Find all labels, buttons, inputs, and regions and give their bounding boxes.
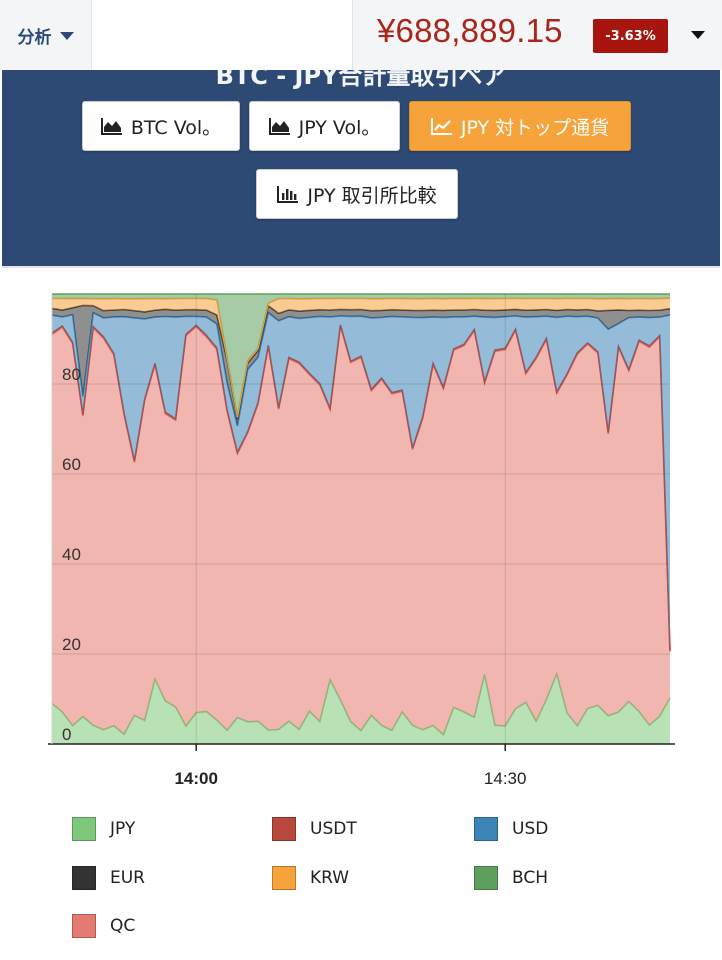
legend-label: JPY — [110, 819, 136, 839]
legend-label: BCH — [512, 868, 549, 888]
stacked-area-chart[interactable]: 0 20 40 60 80 14:00 14:30 — [0, 280, 722, 800]
divider — [2, 266, 720, 268]
jpy-exchange-comparison-label: JPY 取引所比較 — [307, 184, 437, 207]
legend-swatch — [72, 866, 96, 890]
y-tick-label: 20 — [62, 635, 81, 654]
chart-legend: JPY USDT USD EUR KRW BCH QC — [0, 800, 722, 960]
jpy-vol-button[interactable]: JPY Vol。 — [249, 101, 400, 151]
gridline-group — [52, 294, 670, 744]
jpy-exchange-comparison-button[interactable]: JPY 取引所比較 — [256, 169, 458, 219]
btc-vol-button[interactable]: BTC Vol。 — [82, 101, 240, 151]
legend-label: QC — [110, 916, 136, 936]
area-usd — [52, 312, 670, 651]
bar-chart-icon — [277, 186, 299, 203]
analysis-menu-button[interactable]: 分析 — [0, 0, 92, 70]
legend-label: KRW — [310, 868, 350, 888]
area-krw — [52, 298, 670, 420]
x-tick-label: 14:30 — [484, 769, 527, 788]
legend-item-krw[interactable]: KRW — [272, 866, 349, 890]
legend-label: EUR — [110, 868, 145, 888]
legend-item-bch[interactable]: BCH — [474, 866, 548, 890]
area-chart-icon — [100, 118, 122, 135]
legend-item-jpy[interactable]: JPY — [72, 817, 135, 841]
legend-swatch — [272, 817, 296, 841]
jpy-vs-top-currencies-label: JPY 対トップ通貨 — [460, 116, 610, 139]
y-tick-label: 40 — [62, 545, 81, 564]
jpy-vs-top-currencies-button[interactable]: JPY 対トップ通貨 — [409, 101, 631, 151]
top-bar: 分析 ¥688,889.15 -3.63% — [0, 0, 722, 70]
legend-swatch — [474, 866, 498, 890]
chart-header: BTC - JPY合計量取引ペア BTC Vol。 JPY Vol。 JPY 対… — [2, 70, 720, 266]
legend-swatch — [474, 817, 498, 841]
legend-item-eur[interactable]: EUR — [72, 866, 145, 890]
legend-item-usd[interactable]: USD — [474, 817, 548, 841]
analysis-menu-label: 分析 — [17, 27, 52, 48]
area-jpy — [52, 673, 670, 744]
chart-title: BTC - JPY合計量取引ペア — [215, 70, 507, 90]
y-tick-label: 60 — [62, 455, 81, 474]
area-qc — [52, 326, 670, 735]
caret-down-icon[interactable] — [691, 31, 705, 39]
legend-item-usdt[interactable]: USDT — [272, 817, 357, 841]
btc-vol-label: BTC Vol。 — [130, 116, 222, 139]
y-tick-label: 0 — [62, 725, 71, 744]
axes — [48, 294, 675, 751]
legend-label: USDT — [310, 819, 357, 839]
price-change-badge: -3.63% — [593, 19, 668, 53]
x-tick-label: 14:00 — [174, 769, 217, 788]
area-chart-icon — [268, 118, 290, 135]
legend-swatch — [272, 866, 296, 890]
btc-price: ¥688,889.15 — [377, 12, 563, 49]
line-usd — [51, 311, 671, 427]
legend-swatch — [72, 817, 96, 841]
legend-swatch — [72, 914, 96, 938]
price-ticker: ¥688,889.15 -3.63% — [352, 0, 722, 70]
y-tick-label: 80 — [62, 365, 81, 384]
series-areas — [51, 293, 671, 744]
legend-item-qc[interactable]: QC — [72, 914, 135, 938]
tick-labels: 0 20 40 60 80 14:00 14:30 — [62, 365, 526, 788]
line-chart-icon — [430, 118, 452, 135]
area-eur — [52, 305, 670, 426]
legend-label: USD — [512, 819, 549, 839]
jpy-vol-label: JPY Vol。 — [298, 116, 381, 139]
caret-down-icon — [59, 32, 74, 40]
